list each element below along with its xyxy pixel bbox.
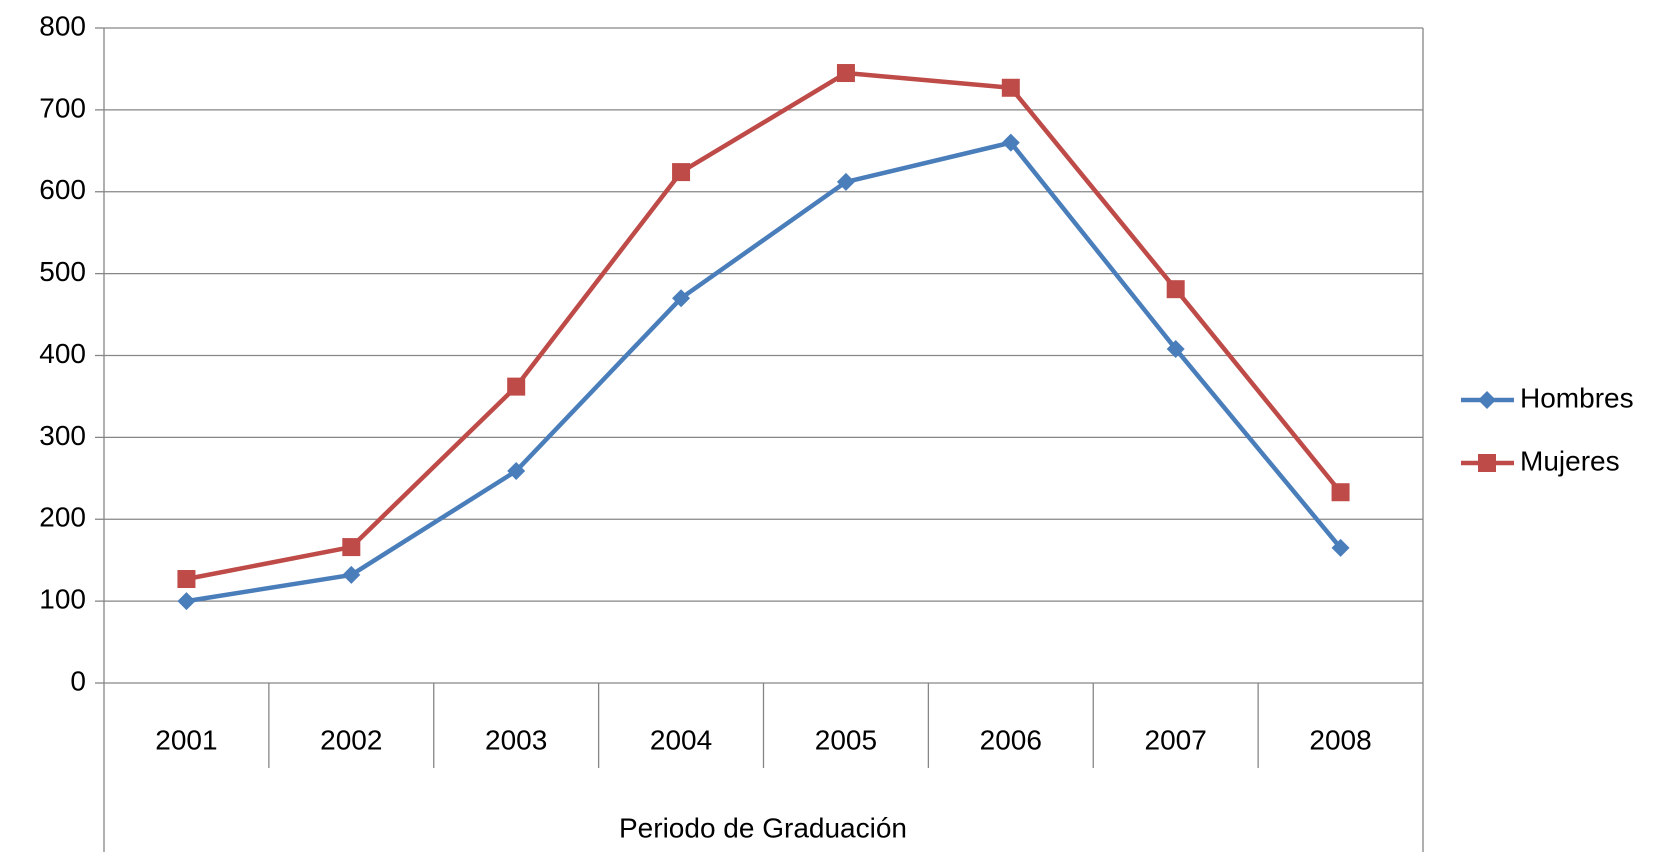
x-tick-label: 2007 — [1145, 724, 1207, 755]
y-tick-label: 0 — [70, 665, 86, 696]
data-point — [177, 592, 196, 611]
legend-marker — [1478, 391, 1496, 409]
data-point — [177, 570, 196, 589]
y-tick-label: 200 — [39, 502, 86, 533]
x-tick-label: 2003 — [485, 724, 547, 755]
x-tick-label: 2006 — [980, 724, 1042, 755]
legend-marker — [1478, 454, 1496, 472]
y-tick-label: 700 — [39, 92, 86, 123]
data-point — [1331, 483, 1350, 502]
data-point — [836, 64, 855, 83]
series-line — [186, 70, 1343, 582]
data-point — [342, 538, 361, 557]
data-point — [836, 172, 855, 191]
x-axis-title: Periodo de Graduación — [619, 812, 907, 843]
data-point — [507, 461, 526, 480]
data-point — [672, 163, 691, 182]
data-point — [1166, 280, 1185, 299]
y-tick-label: 600 — [39, 174, 86, 205]
y-tick-label: 800 — [39, 10, 86, 41]
x-tick-label: 2008 — [1309, 724, 1371, 755]
data-point — [672, 289, 691, 308]
x-tick-label: 2004 — [650, 724, 712, 755]
legend-label: Hombres — [1520, 382, 1634, 413]
data-point — [342, 565, 361, 584]
series-line — [186, 140, 1343, 604]
x-tick-label: 2001 — [155, 724, 217, 755]
legend-label: Mujeres — [1520, 445, 1620, 476]
x-tick-label: 2002 — [320, 724, 382, 755]
y-tick-label: 500 — [39, 256, 86, 287]
data-point — [1166, 339, 1185, 358]
x-tick-label: 2005 — [815, 724, 877, 755]
y-tick-label: 300 — [39, 420, 86, 451]
y-tick-label: 100 — [39, 584, 86, 615]
y-tick-label: 400 — [39, 338, 86, 369]
data-point — [1001, 133, 1020, 152]
data-point — [507, 377, 526, 396]
data-point — [1001, 78, 1020, 97]
data-point — [1331, 538, 1350, 557]
